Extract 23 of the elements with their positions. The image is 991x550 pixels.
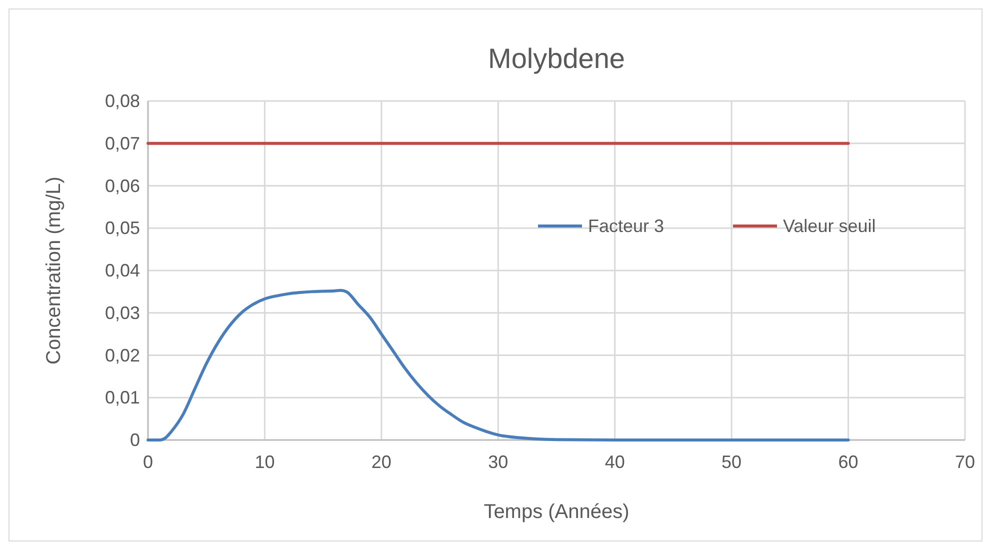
y-tick-label: 0,08	[104, 91, 140, 111]
x-axis-title: Temps (Années)	[484, 501, 630, 523]
y-tick-label: 0	[130, 430, 140, 450]
line-series	[146, 288, 850, 442]
legend-label: Facteur 3	[588, 216, 664, 236]
legend-label: Valeur seuil	[783, 216, 876, 236]
x-tick-label: 70	[954, 452, 976, 472]
x-tick-label: 20	[371, 452, 392, 472]
y-tick-label: 0,01	[104, 388, 140, 408]
y-tick-label: 0,02	[104, 345, 140, 366]
y-tick-label: 0,06	[104, 176, 140, 196]
x-tick-label: 40	[604, 452, 625, 472]
chart-title: Molybdene	[488, 43, 625, 74]
x-tick-label: 10	[254, 452, 275, 472]
y-tick-label: 0,07	[104, 133, 140, 154]
x-tick-label: 50	[722, 452, 742, 472]
x-tick-label: 60	[838, 452, 858, 472]
x-tick-label: 30	[488, 452, 508, 472]
y-tick-label: 0,04	[104, 260, 140, 280]
y-tick-label: 0,05	[104, 218, 140, 238]
y-axis-title: Concentration (mg/L)	[43, 176, 65, 364]
x-tick-label: 0	[142, 452, 154, 472]
y-tick-label: 0,03	[104, 302, 140, 323]
